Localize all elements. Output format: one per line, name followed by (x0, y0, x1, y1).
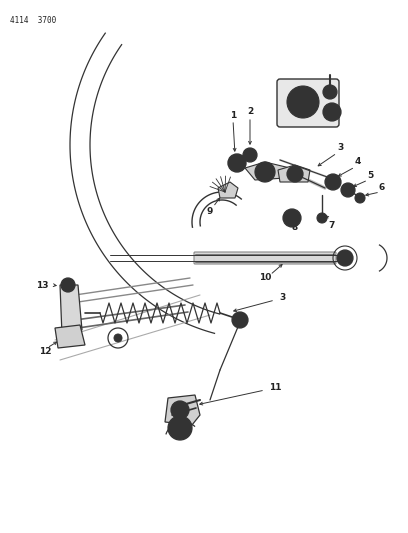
Circle shape (337, 250, 353, 266)
Text: 3: 3 (337, 143, 343, 152)
Circle shape (287, 166, 303, 182)
Circle shape (288, 214, 296, 222)
Circle shape (355, 193, 365, 203)
Text: 3: 3 (279, 294, 285, 303)
Text: 8: 8 (292, 223, 298, 232)
Circle shape (232, 312, 248, 328)
Circle shape (287, 86, 319, 118)
Text: 4: 4 (355, 157, 361, 166)
Text: 13: 13 (36, 280, 48, 289)
FancyBboxPatch shape (277, 79, 339, 127)
Circle shape (171, 401, 189, 419)
Circle shape (114, 334, 122, 342)
Text: 5: 5 (367, 171, 373, 180)
Text: 10: 10 (259, 273, 271, 282)
FancyBboxPatch shape (194, 252, 336, 264)
Circle shape (293, 92, 313, 112)
Circle shape (65, 282, 71, 288)
Polygon shape (60, 285, 82, 335)
Text: 9: 9 (207, 207, 213, 216)
Circle shape (233, 159, 241, 167)
Circle shape (341, 183, 355, 197)
Polygon shape (55, 325, 85, 348)
Circle shape (317, 213, 327, 223)
Polygon shape (245, 162, 290, 180)
Circle shape (243, 148, 257, 162)
Text: 12: 12 (39, 348, 51, 357)
Circle shape (260, 167, 270, 177)
Circle shape (247, 152, 253, 158)
Circle shape (174, 422, 186, 434)
Circle shape (228, 154, 246, 172)
Text: 6: 6 (379, 183, 385, 192)
Text: 1: 1 (230, 110, 236, 119)
Text: 7: 7 (329, 221, 335, 230)
Text: 2: 2 (247, 108, 253, 117)
Polygon shape (165, 395, 200, 425)
Circle shape (283, 209, 301, 227)
Circle shape (323, 103, 341, 121)
Text: 4114  3700: 4114 3700 (10, 16, 56, 25)
Circle shape (323, 85, 337, 99)
Circle shape (291, 170, 299, 178)
Polygon shape (218, 182, 238, 198)
Circle shape (325, 174, 341, 190)
Circle shape (255, 162, 275, 182)
Polygon shape (278, 165, 310, 182)
Circle shape (168, 416, 192, 440)
Text: 11: 11 (269, 384, 281, 392)
Circle shape (61, 278, 75, 292)
